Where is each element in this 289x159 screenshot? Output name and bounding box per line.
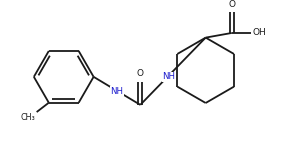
Text: CH₃: CH₃ <box>20 113 35 122</box>
Text: OH: OH <box>252 28 266 38</box>
Text: NH: NH <box>110 87 123 96</box>
Text: O: O <box>137 69 144 78</box>
Text: NH: NH <box>162 72 175 81</box>
Text: O: O <box>228 0 235 9</box>
